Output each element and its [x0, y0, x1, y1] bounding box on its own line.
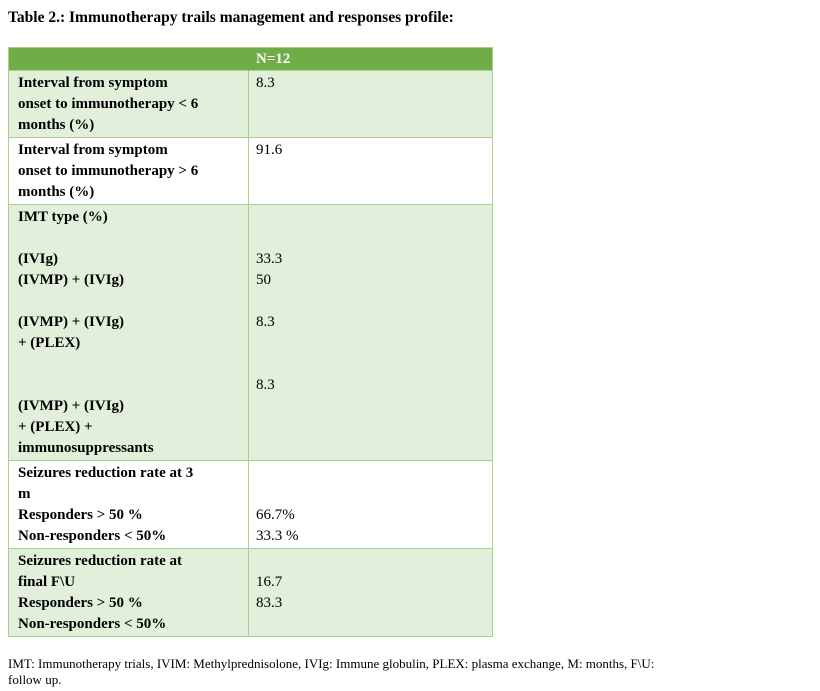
table-header-row: N=12 [9, 48, 493, 71]
table-row: IMT type (%) (IVIg) (IVMP) + (IVIg) (IVM… [9, 205, 493, 461]
header-empty-cell [9, 48, 249, 71]
header-n-cell: N=12 [249, 48, 493, 71]
table-row: Seizures reduction rate at final F\U Res… [9, 549, 493, 637]
row-value-cell: 16.7 83.3 [249, 549, 493, 637]
row-label-cell: IMT type (%) (IVIg) (IVMP) + (IVIg) (IVM… [9, 205, 249, 461]
row-label-cell: Interval from symptom onset to immunothe… [9, 71, 249, 138]
row-value-cell: 8.3 [249, 71, 493, 138]
immunotherapy-table: N=12 Interval from symptom onset to immu… [8, 47, 493, 637]
row-value-cell: 66.7% 33.3 % [249, 461, 493, 549]
row-label-cell: Seizures reduction rate at 3 m Responder… [9, 461, 249, 549]
row-value-cell: 91.6 [249, 138, 493, 205]
table-row: Interval from symptom onset to immunothe… [9, 71, 493, 138]
row-value-cell: 33.3 50 8.3 8.3 [249, 205, 493, 461]
row-label-cell: Interval from symptom onset to immunothe… [9, 138, 249, 205]
table-title: Table 2.: Immunotherapy trails managemen… [8, 9, 454, 26]
table-footnote: IMT: Immunotherapy trials, IVIM: Methylp… [8, 656, 655, 687]
table-row: Interval from symptom onset to immunothe… [9, 138, 493, 205]
table-row: Seizures reduction rate at 3 m Responder… [9, 461, 493, 549]
row-label-cell: Seizures reduction rate at final F\U Res… [9, 549, 249, 637]
